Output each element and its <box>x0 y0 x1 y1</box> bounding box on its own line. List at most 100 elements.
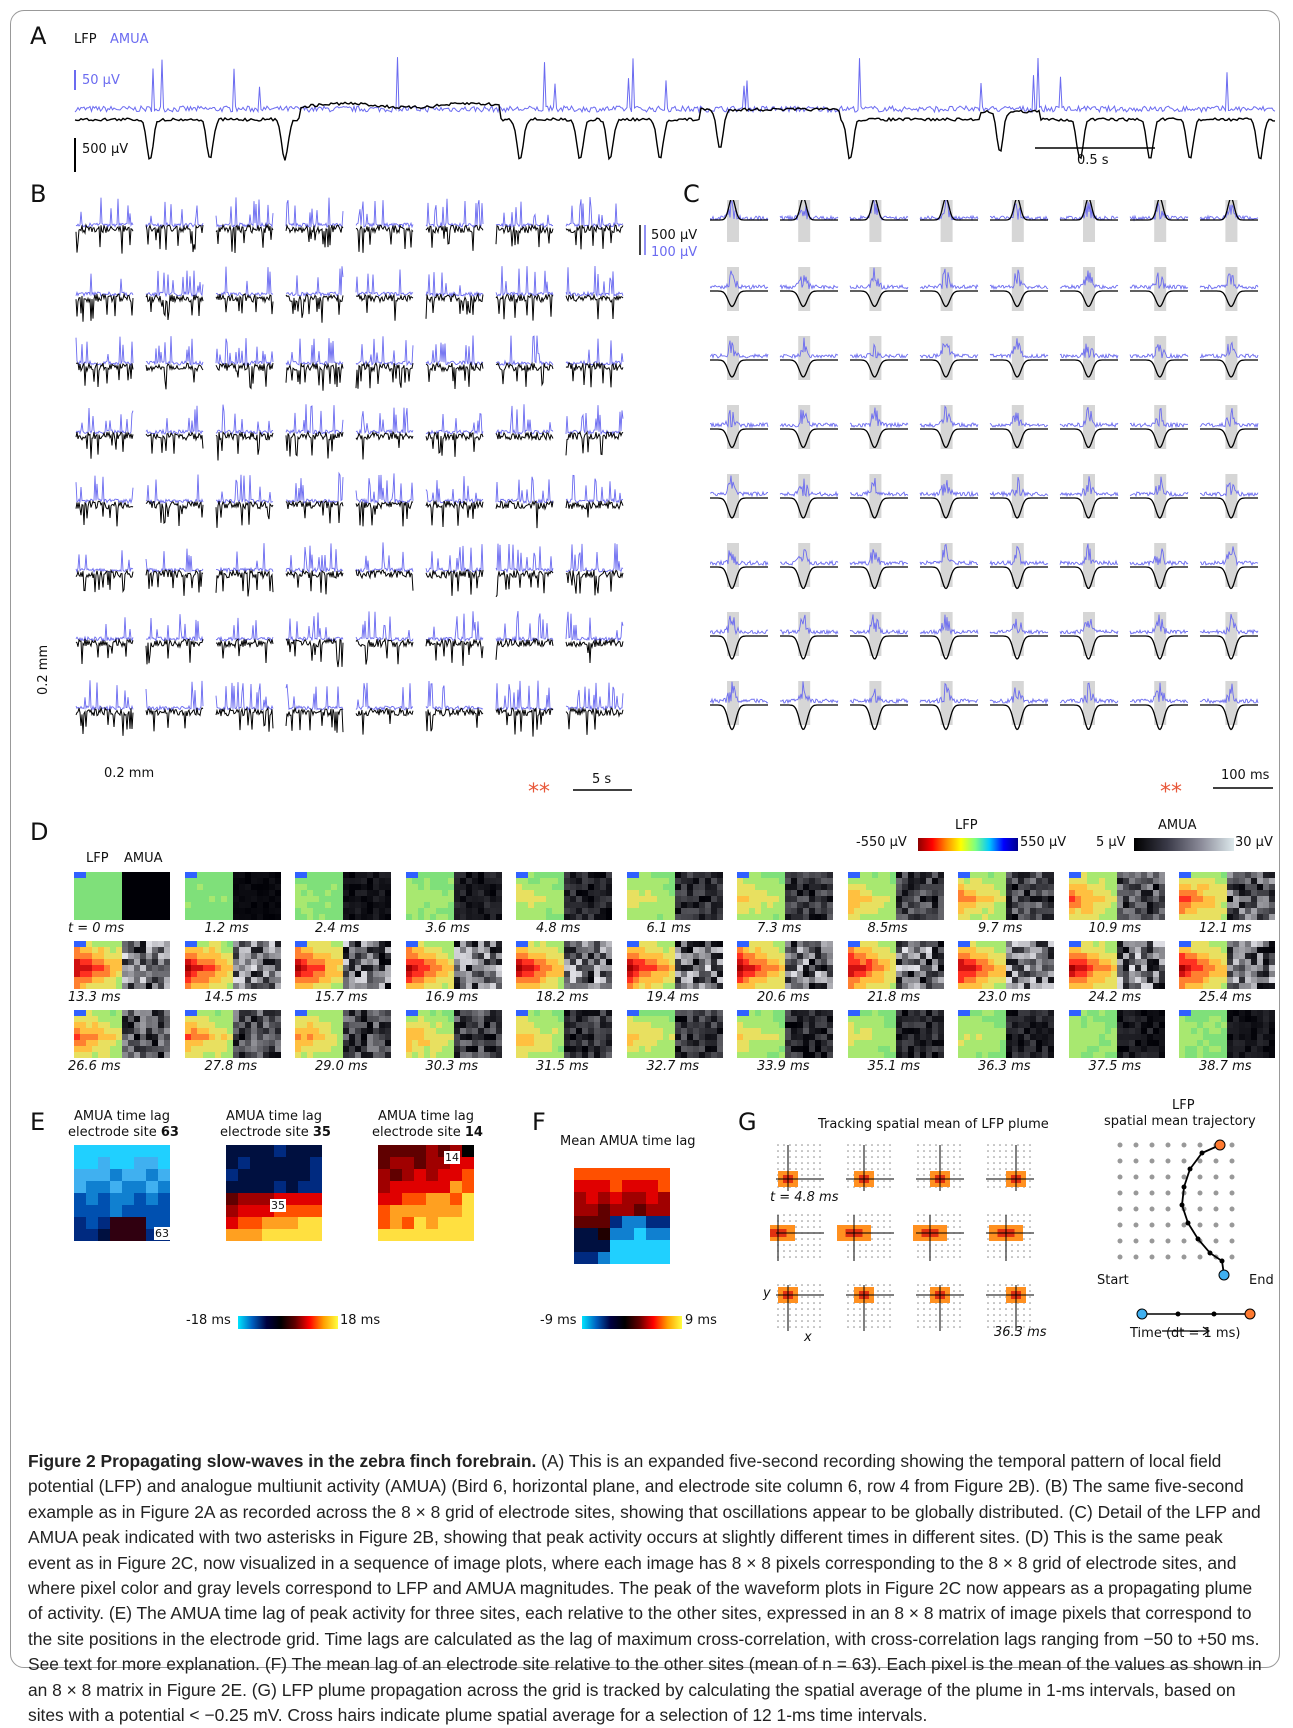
g-grid-dot <box>947 1326 949 1328</box>
g-grid-dot <box>941 1326 943 1328</box>
g-grid-dot <box>859 1320 861 1322</box>
g-grid-dot <box>935 1314 937 1316</box>
g-grid-dot <box>819 1308 821 1310</box>
b-lfp-trace <box>355 568 414 591</box>
g-traj-grid-dot <box>1117 1238 1123 1244</box>
g-grid-dot <box>1005 1326 1007 1328</box>
g-traj-grid-dot <box>1213 1190 1219 1196</box>
c-amua-trace <box>1199 204 1259 221</box>
g-grid-dot <box>813 1220 815 1222</box>
e-subtitle-text: electrode site <box>372 1125 461 1140</box>
g-traj-grid-dot <box>1149 1190 1155 1196</box>
c-peak-band <box>727 474 739 518</box>
g-traj-grid-dot <box>1149 1254 1155 1260</box>
g-traj-grid-dot <box>1213 1238 1219 1244</box>
g-traj-grid-dot <box>1165 1206 1171 1212</box>
d-time-label: 3.6 ms <box>425 921 470 936</box>
g-grid-dot <box>853 1308 855 1310</box>
g-grid-dot <box>953 1326 955 1328</box>
g-grid-dot <box>1017 1156 1019 1158</box>
g-grid-dot <box>953 1156 955 1158</box>
g-grid-dot <box>883 1168 885 1170</box>
b-amua-trace <box>285 471 344 505</box>
g-traj-grid-dot <box>1133 1158 1139 1164</box>
g-traj-grid-dot <box>1197 1158 1203 1164</box>
c-lfp-trace <box>920 497 978 519</box>
b-lfp-trace <box>75 637 134 665</box>
c-lfp-trace <box>1200 428 1258 449</box>
g-grid-dot <box>1005 1320 1007 1322</box>
g-grid-dot <box>795 1168 797 1170</box>
c-amua-trace <box>1059 543 1119 567</box>
g-grid-dot <box>783 1326 785 1328</box>
g-grid-dot <box>1017 1214 1019 1216</box>
panel-c-grid <box>710 200 1273 789</box>
g-grid-dot <box>819 1226 821 1228</box>
b-amua-trace <box>75 475 134 505</box>
g-grid-dot <box>987 1244 989 1246</box>
g-grid-dot <box>871 1162 873 1164</box>
g-grid-dot <box>871 1156 873 1158</box>
c-amua-trace <box>1129 202 1189 222</box>
g-grid-dot <box>807 1314 809 1316</box>
g-traj-grid-dot <box>1117 1254 1123 1260</box>
b-lfp-trace <box>355 500 414 527</box>
d-lfp-map <box>626 1010 675 1058</box>
c-amua-trace <box>989 412 1049 428</box>
c-peak-band <box>1225 267 1238 311</box>
panel-a-label: A <box>30 22 47 50</box>
g-grid-dot <box>813 1314 815 1316</box>
g-grid-dot <box>819 1174 821 1176</box>
g-grid-dot <box>889 1314 891 1316</box>
g-grid-dot <box>801 1308 803 1310</box>
g-grid-dot <box>877 1168 879 1170</box>
g-grid-dot <box>1011 1150 1013 1152</box>
g-grid-dot <box>941 1284 943 1286</box>
d-amua-map <box>785 941 833 989</box>
c-amua-trace <box>1059 476 1119 498</box>
g-grid-dot <box>1023 1168 1025 1170</box>
c-amua-trace <box>849 549 909 567</box>
g-traj-grid-dot <box>1133 1206 1139 1212</box>
g-grid-dot <box>877 1214 879 1216</box>
g-grid-dot <box>917 1186 919 1188</box>
g-grid-dot <box>883 1180 885 1182</box>
g-grid-dot <box>889 1256 891 1258</box>
g-grid-dot <box>807 1284 809 1286</box>
b-spatial-h: 0.2 mm <box>104 766 155 781</box>
c-peak-band <box>1083 543 1095 587</box>
g-grid-dot <box>877 1302 879 1304</box>
g-grid-dot <box>953 1256 955 1258</box>
g-grid-dot <box>929 1284 931 1286</box>
g-grid-dot <box>871 1214 873 1216</box>
g-grid-dot <box>1005 1156 1007 1158</box>
g-grid-dot <box>795 1308 797 1310</box>
b-amua-trace <box>285 197 344 228</box>
d-amua-map <box>564 872 612 920</box>
g-grid-dot <box>877 1238 879 1240</box>
b-amua-trace <box>495 201 554 229</box>
c-peak-band <box>1154 405 1167 449</box>
g-grid-dot <box>917 1302 919 1304</box>
g-grid-dot <box>1011 1314 1013 1316</box>
g-grid-dot <box>987 1180 989 1182</box>
d-time-label: 9.7 ms <box>978 921 1023 936</box>
g-grid-dot <box>783 1144 785 1146</box>
g-grid-dot <box>987 1186 989 1188</box>
g-traj-grid-dot <box>1165 1142 1171 1148</box>
g-grid-dot <box>1029 1226 1031 1228</box>
d-lfp-cbar-max: 550 µV <box>1020 835 1067 850</box>
g-grid-dot <box>947 1220 949 1222</box>
g-grid-dot <box>883 1150 885 1152</box>
g-grid-dot <box>847 1144 849 1146</box>
g-traj-grid-dot <box>1229 1142 1235 1148</box>
g-grid-dot <box>883 1144 885 1146</box>
g-grid-dot <box>935 1162 937 1164</box>
g-grid-dot <box>1029 1320 1031 1322</box>
g-grid-dot <box>959 1296 961 1298</box>
c-amua-trace <box>1059 270 1119 290</box>
b-lfp-trace <box>215 362 274 390</box>
c-lfp-trace <box>1060 497 1118 519</box>
b-lfp-trace <box>495 361 554 387</box>
c-lfp-trace <box>920 704 978 731</box>
